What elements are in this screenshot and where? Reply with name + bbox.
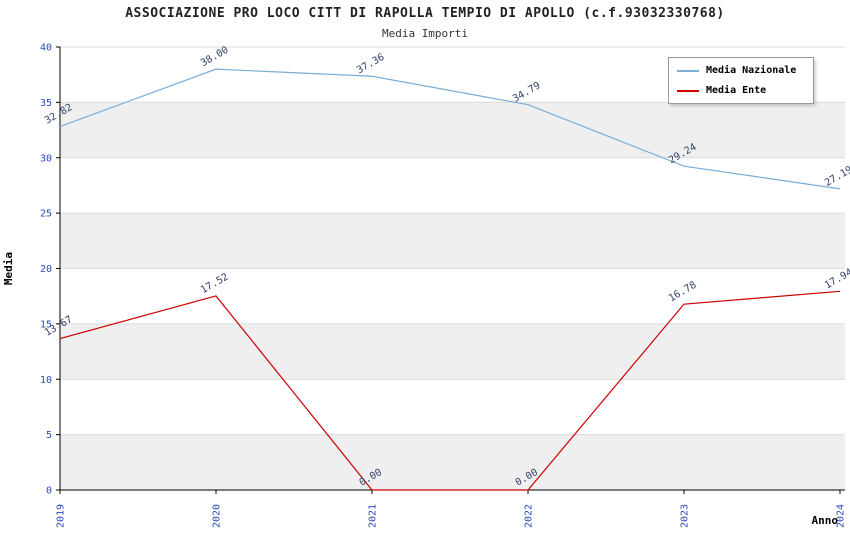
y-tick-label: 40 bbox=[40, 43, 52, 54]
y-tick-label: 15 bbox=[40, 319, 52, 330]
legend-item-ente: Media Ente bbox=[677, 85, 805, 96]
legend-item-nazionale: Media Nazionale bbox=[677, 65, 805, 76]
y-tick-label: 30 bbox=[40, 153, 52, 164]
series-line-media-ente bbox=[59, 290, 841, 491]
chart-subtitle: Media Importi bbox=[381, 27, 469, 40]
plot-band bbox=[60, 213, 845, 269]
x-tick-label: 2022 bbox=[524, 504, 535, 528]
legend: Media Nazionale Media Ente bbox=[668, 57, 814, 104]
series-line-media-nazionale bbox=[59, 68, 841, 190]
chart-title: ASSOCIAZIONE PRO LOCO CITT DI RAPOLLA TE… bbox=[125, 6, 725, 21]
y-tick-label: 25 bbox=[40, 209, 52, 220]
y-tick-label: 5 bbox=[46, 430, 52, 441]
plot-band bbox=[60, 434, 845, 490]
y-tick-label: 0 bbox=[46, 486, 52, 497]
plot-band bbox=[60, 323, 845, 380]
x-axis-title: Anno bbox=[812, 514, 839, 527]
legend-line-ente-icon bbox=[677, 89, 699, 92]
y-tick-label: 10 bbox=[40, 375, 52, 386]
plot-band bbox=[60, 102, 845, 158]
x-tick-label: 2020 bbox=[212, 504, 223, 528]
y-tick-label: 35 bbox=[40, 98, 52, 109]
x-tick-label: 2023 bbox=[680, 504, 691, 528]
y-tick-label: 20 bbox=[40, 264, 52, 275]
legend-label-ente: Media Ente bbox=[706, 85, 767, 96]
x-tick-label: 2024 bbox=[836, 504, 847, 528]
legend-label-nazionale: Media Nazionale bbox=[706, 65, 797, 76]
plot-band bbox=[60, 268, 845, 324]
x-tick-label: 2019 bbox=[56, 504, 67, 528]
x-tick-label: 2021 bbox=[368, 504, 379, 528]
plot-band bbox=[60, 379, 845, 435]
plot-band bbox=[60, 157, 845, 214]
legend-line-nazionale-icon bbox=[677, 69, 699, 72]
y-axis-title: Media bbox=[2, 252, 15, 285]
